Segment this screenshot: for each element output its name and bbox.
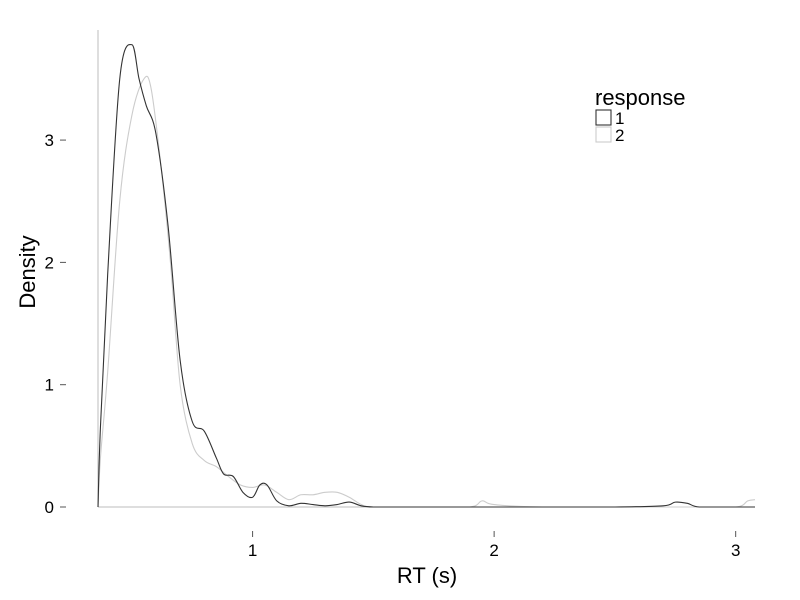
y-tick-label: 2 <box>45 253 54 272</box>
legend-title: response <box>595 85 686 110</box>
y-tick-label: 0 <box>45 498 54 517</box>
legend: response 12 <box>595 85 686 145</box>
legend-label-1: 1 <box>615 109 624 128</box>
y-tick-label: 3 <box>45 131 54 150</box>
legend-label-2: 2 <box>615 126 624 145</box>
legend-key-2 <box>595 126 612 143</box>
legend-key-1 <box>595 109 612 126</box>
plot-area <box>97 30 756 508</box>
y-axis: 0 1 2 3 <box>45 131 66 517</box>
x-tick-label: 3 <box>731 541 740 560</box>
x-axis-title: RT (s) <box>397 563 457 588</box>
series-line-1 <box>97 44 756 508</box>
series-layer <box>97 44 756 508</box>
legend-entries: 12 <box>595 109 624 145</box>
x-tick-label: 1 <box>248 541 257 560</box>
x-tick-label: 2 <box>489 541 498 560</box>
series-line-2 <box>97 75 756 508</box>
y-axis-title: Density <box>15 235 40 308</box>
x-axis: 1 2 3 <box>248 531 740 560</box>
y-tick-label: 1 <box>45 376 54 395</box>
